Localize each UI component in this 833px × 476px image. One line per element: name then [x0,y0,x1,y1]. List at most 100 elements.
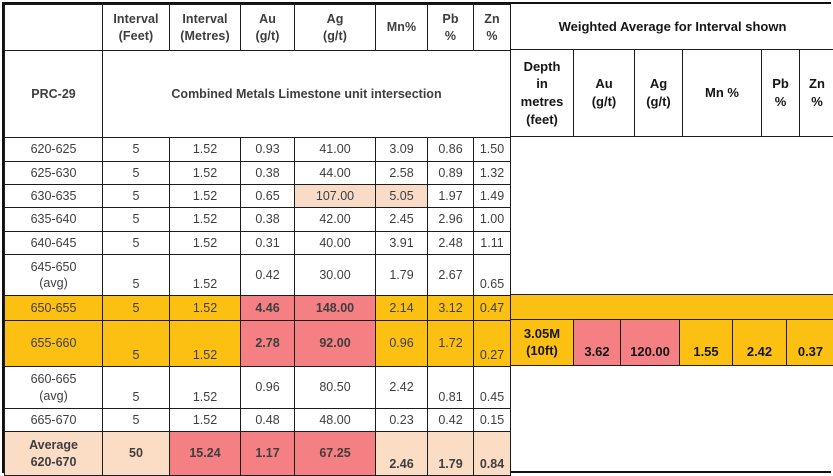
weighted-mn-cell: 1.55 [680,320,733,365]
col-header-pb: Pb % [427,4,474,51]
table-body: 620-625 5 1.52 0.93 41.00 3.09 0.86 1.50 625-630… [4,137,511,476]
col-header-wa-zn: Zn % [809,76,825,109]
data-cell: 5 [102,254,170,296]
data-cell: 2.67 [427,254,474,296]
data-cell: 2.14 [375,295,428,321]
data-cell: 1.52 [169,161,241,185]
data-cell: 5 [102,161,170,185]
data-cell: 0.45 [473,366,511,409]
data-cell: 1.32 [473,161,511,185]
data-cell: 1.79 [427,431,474,476]
col-header-wa-ag: Ag (g/t) [635,50,683,136]
data-cell: 30.00 [294,254,376,296]
empty-region-top [511,137,833,295]
data-cell: 42.00 [294,207,376,232]
data-cell: 1.49 [473,184,511,208]
data-cell: 5 [102,295,170,321]
data-cell: 5 [102,184,170,208]
data-cell: 1.52 [169,137,241,162]
data-cell: 1.97 [427,184,474,208]
col-header-depth: Depth in metres (feet) [511,50,574,136]
col-header-interval-metres: Interval (Metres) [169,4,241,51]
table-row: 620-625 5 1.52 0.93 41.00 3.09 0.86 1.50 [4,137,511,162]
data-cell: 0.81 [427,366,474,409]
highlight-band [511,295,833,320]
data-cell: 5 [102,231,170,255]
data-cell: 5.05 [375,184,428,208]
table-row: 665-670 5 1.52 0.48 48.00 0.23 0.42 0.15 [4,408,511,432]
col-header-zn: Zn % [473,4,511,51]
interval-label: Average 620-670 [4,431,103,476]
data-cell: 1.52 [169,231,241,255]
data-cell: 5 [102,137,170,162]
data-cell: 0.15 [473,408,511,432]
data-cell: 0.27 [473,320,511,367]
col-header-wa-au: Au (g/t) [574,50,635,136]
data-cell: 0.96 [375,320,428,367]
data-cell: 3.12 [427,295,474,321]
interval-label: 665-670 [4,408,103,432]
data-cell: 5 [102,207,170,232]
data-cell: 148.00 [294,295,376,321]
interval-label: 655-660 [4,320,103,367]
data-cell: 0.84 [473,431,511,476]
empty-region-bottom [511,366,833,471]
data-cell: 0.48 [240,408,295,432]
data-cell: 1.52 [169,295,241,321]
data-cell: 2.46 [375,431,428,476]
data-cell: 0.89 [427,161,474,185]
data-cell: 1.50 [473,137,511,162]
data-cell: 40.00 [294,231,376,255]
data-cell: 41.00 [294,137,376,162]
data-cell: 92.00 [294,320,376,367]
weighted-average-row: 3.05M (10ft) 3.62 120.00 1.55 2.42 0.37 [511,320,833,366]
data-cell: 1.79 [375,254,428,296]
col-header-au: Au (g/t) [240,4,295,51]
weighted-au-cell: 3.62 [574,320,621,365]
data-cell: 1.17 [240,431,295,476]
data-cell: 0.31 [240,231,295,255]
data-cell: 2.78 [240,320,295,367]
interval-label: 650-655 [4,295,103,321]
data-cell: 0.38 [240,207,295,232]
interval-label: 620-625 [4,137,103,162]
weighted-ag-cell: 120.00 [621,320,680,365]
interval-label: 625-630 [4,161,103,185]
table-row: 650-655 5 1.52 4.46 148.00 2.14 3.12 0.47 [4,295,511,321]
data-cell: 3.09 [375,137,428,162]
weighted-average-header-row: Depth in metres (feet) Au (g/t) Ag (g/t)… [511,50,833,137]
col-header-mn: Mn% [375,4,428,51]
table-row: 625-630 5 1.52 0.38 44.00 2.58 0.89 1.32 [4,161,511,185]
table-row: Average 620-670 50 15.24 1.17 67.25 2.46 1.79 0… [4,431,511,476]
data-cell: 1.52 [169,254,241,296]
col-header-interval-feet: Interval (Feet) [102,4,170,51]
interval-label: 660-665 (avg) [4,366,103,409]
data-cell: 1.72 [427,320,474,367]
weighted-depth-cell: 3.05M (10ft) [511,320,574,365]
header-row-units: Interval (Feet) Interval (Metres) Au (g/… [4,4,511,51]
data-cell: 2.48 [427,231,474,255]
table-row: 645-650 (avg) 5 1.52 0.42 30.00 1.79 2.67 0.65 [4,254,511,296]
data-cell: 1.52 [169,207,241,232]
col-header-ag: Ag (g/t) [294,4,376,51]
weighted-zn-cell: 0.37 [797,344,824,360]
header-row-title: PRC-29 Combined Metals Limestone unit in… [4,50,511,138]
interval-label: 635-640 [4,207,103,232]
data-cell: 4.46 [240,295,295,321]
data-cell: 2.45 [375,207,428,232]
data-cell: 0.42 [427,408,474,432]
data-cell: 15.24 [169,431,241,476]
drillhole-id: PRC-29 [4,50,103,138]
data-cell: 1.52 [169,408,241,432]
interval-label: 630-635 [4,184,103,208]
data-cell: 107.00 [294,184,376,208]
data-cell: 80.50 [294,366,376,409]
interval-label: 645-650 (avg) [4,254,103,296]
table-row: 630-635 5 1.52 0.65 107.00 5.05 1.97 1.49 [4,184,511,208]
col-header-wa-pb: Pb % [762,50,800,136]
data-cell: 0.93 [240,137,295,162]
table-row: 635-640 5 1.52 0.38 42.00 2.45 2.96 1.00 [4,207,511,232]
data-cell: 3.91 [375,231,428,255]
data-cell: 1.52 [169,320,241,367]
